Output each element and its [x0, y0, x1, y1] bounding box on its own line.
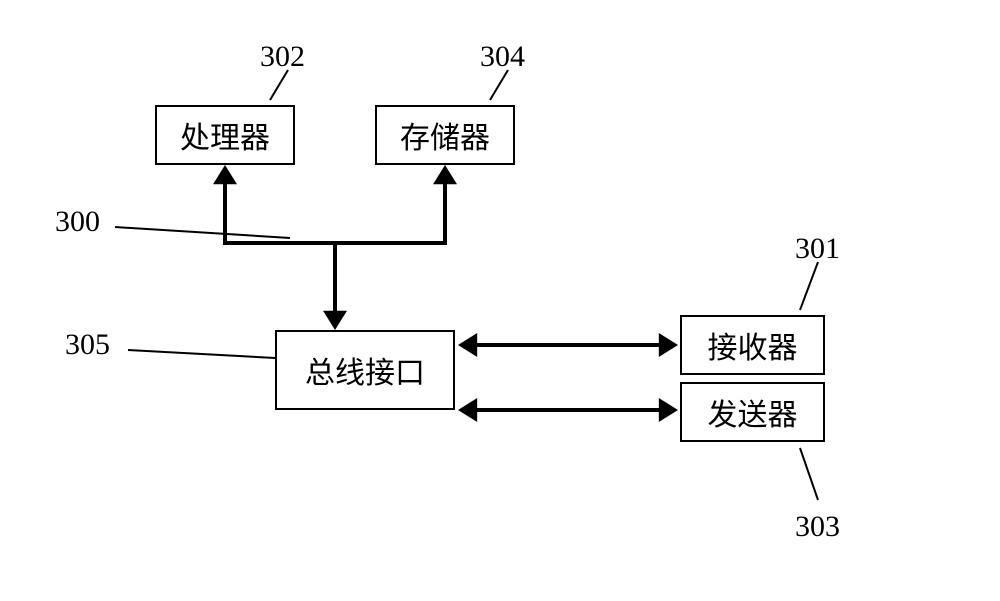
node-label: 发送器	[708, 390, 798, 434]
node-n301: 接收器	[680, 315, 825, 375]
node-label: 总线接口	[305, 348, 425, 392]
node-n305: 总线接口	[275, 330, 455, 410]
diagram-svg	[0, 0, 1000, 601]
node-label: 处理器	[180, 113, 270, 157]
ref-label-305: 305	[65, 328, 110, 362]
ref-label-302: 302	[260, 40, 305, 74]
node-label: 接收器	[708, 323, 798, 367]
node-n303: 发送器	[680, 382, 825, 442]
ref-label-303: 303	[795, 510, 840, 544]
node-n304: 存储器	[375, 105, 515, 165]
node-label: 存储器	[400, 113, 490, 157]
node-n302: 处理器	[155, 105, 295, 165]
ref-label-300: 300	[55, 205, 100, 239]
ref-label-304: 304	[480, 40, 525, 74]
ref-label-301: 301	[795, 232, 840, 266]
